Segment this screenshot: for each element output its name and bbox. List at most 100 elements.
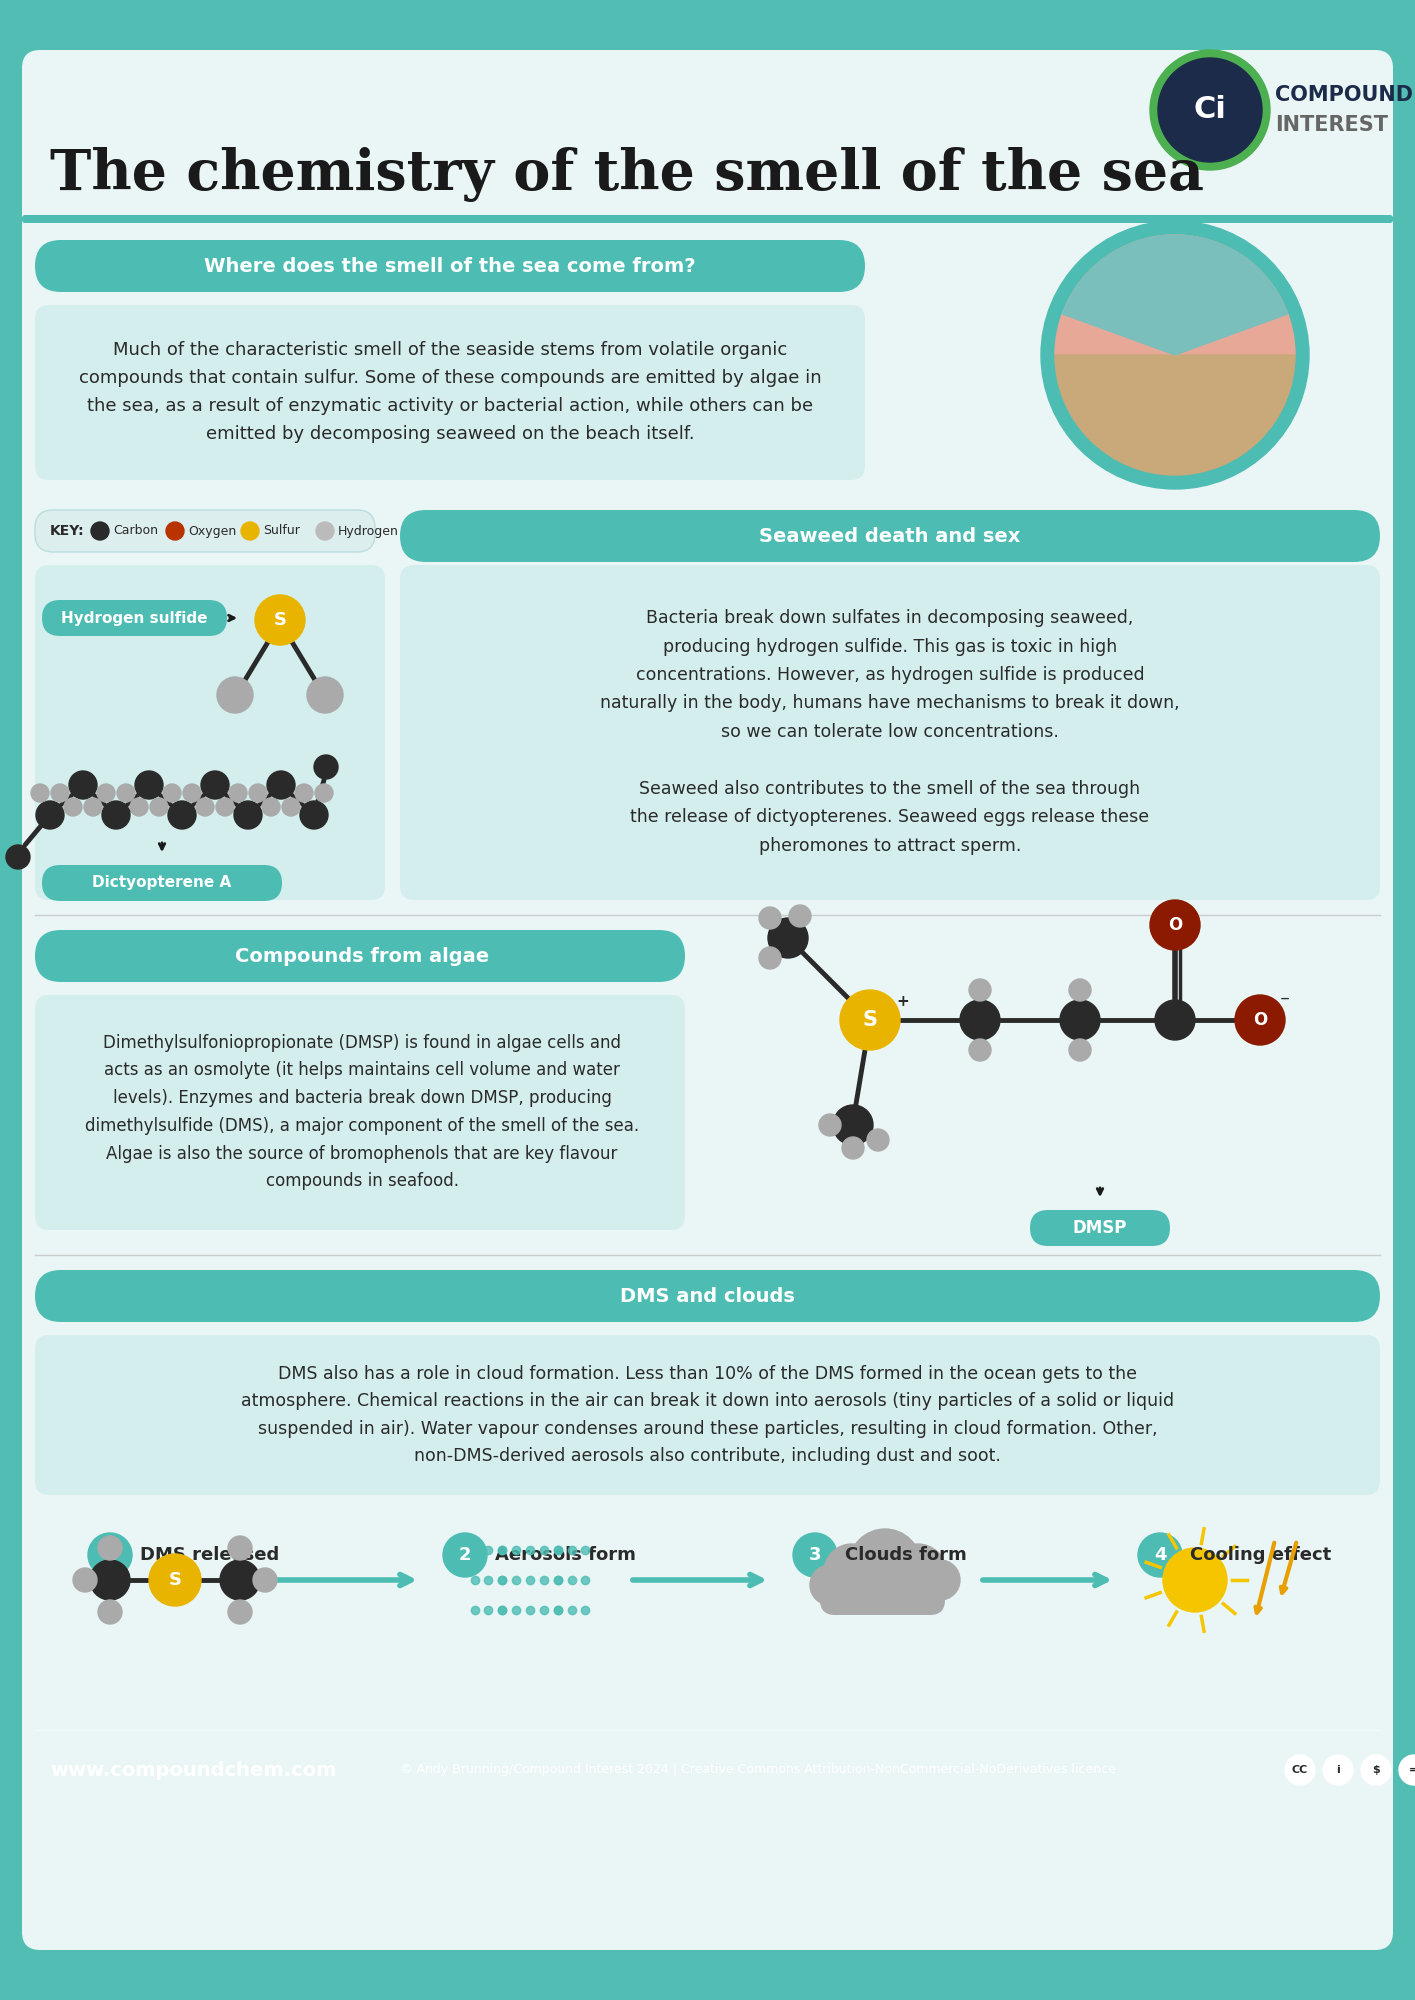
Circle shape (867, 1128, 889, 1152)
FancyBboxPatch shape (35, 564, 385, 900)
Wedge shape (1056, 234, 1295, 356)
Circle shape (229, 784, 248, 802)
FancyBboxPatch shape (35, 304, 865, 480)
Circle shape (282, 798, 300, 816)
FancyBboxPatch shape (35, 1336, 1380, 1496)
Circle shape (300, 800, 328, 828)
Circle shape (969, 978, 990, 1000)
Text: Aerosols form: Aerosols form (495, 1546, 635, 1564)
Circle shape (88, 1532, 132, 1576)
Text: Hydrogen: Hydrogen (338, 524, 399, 538)
Circle shape (824, 1544, 880, 1600)
Circle shape (267, 770, 294, 798)
Text: www.compoundchem.com: www.compoundchem.com (50, 1760, 337, 1780)
Circle shape (1068, 1040, 1091, 1060)
Circle shape (219, 1560, 260, 1600)
Text: DMS released: DMS released (140, 1546, 279, 1564)
Text: S: S (168, 1572, 181, 1588)
Text: i: i (1336, 1764, 1340, 1776)
Circle shape (98, 1536, 122, 1560)
Circle shape (1041, 220, 1309, 488)
Text: INTEREST: INTEREST (1275, 114, 1388, 136)
Text: Clouds form: Clouds form (845, 1546, 966, 1564)
Circle shape (74, 1568, 98, 1592)
Circle shape (809, 1564, 850, 1604)
Circle shape (316, 784, 333, 802)
Text: Much of the characteristic smell of the seaside stems from volatile organic
comp: Much of the characteristic smell of the … (79, 342, 821, 442)
Circle shape (130, 798, 149, 816)
FancyBboxPatch shape (42, 600, 226, 636)
Circle shape (163, 784, 181, 802)
Circle shape (1138, 1532, 1182, 1576)
Circle shape (241, 522, 259, 540)
Circle shape (166, 522, 184, 540)
Circle shape (183, 784, 201, 802)
Text: +: + (896, 994, 908, 1010)
Circle shape (841, 990, 900, 1050)
Circle shape (790, 904, 811, 928)
Circle shape (758, 908, 781, 928)
Text: ⁻: ⁻ (1281, 992, 1290, 1012)
Circle shape (792, 1532, 838, 1576)
Text: S: S (273, 612, 286, 628)
Circle shape (314, 754, 338, 778)
Circle shape (228, 1600, 252, 1624)
Text: The chemistry of the smell of the sea: The chemistry of the smell of the sea (50, 148, 1204, 202)
Circle shape (1235, 994, 1285, 1044)
Text: Ci: Ci (1194, 96, 1227, 124)
Circle shape (149, 1554, 201, 1606)
Circle shape (959, 1000, 1000, 1040)
Text: 3: 3 (809, 1546, 821, 1564)
FancyBboxPatch shape (35, 930, 685, 982)
Text: Cooling effect: Cooling effect (1190, 1546, 1332, 1564)
Circle shape (307, 676, 342, 714)
FancyBboxPatch shape (400, 564, 1380, 900)
Text: DMSP: DMSP (1073, 1218, 1128, 1236)
Circle shape (69, 770, 98, 798)
Circle shape (1163, 1548, 1227, 1612)
Circle shape (168, 800, 197, 828)
Wedge shape (1063, 234, 1288, 356)
FancyBboxPatch shape (400, 510, 1380, 562)
Circle shape (249, 784, 267, 802)
Circle shape (920, 1560, 959, 1600)
Circle shape (768, 918, 808, 958)
Circle shape (117, 784, 134, 802)
Circle shape (6, 844, 30, 868)
Circle shape (443, 1532, 487, 1576)
Circle shape (253, 1568, 277, 1592)
Circle shape (1157, 58, 1262, 162)
Text: S: S (863, 1010, 877, 1030)
Circle shape (262, 798, 280, 816)
Circle shape (1323, 1756, 1353, 1784)
Circle shape (316, 522, 334, 540)
Text: $: $ (1373, 1764, 1380, 1776)
Text: 4: 4 (1153, 1546, 1166, 1564)
FancyBboxPatch shape (1030, 1210, 1170, 1246)
FancyBboxPatch shape (35, 994, 685, 1230)
Circle shape (1060, 1000, 1099, 1040)
Text: Bacteria break down sulfates in decomposing seaweed,
producing hydrogen sulfide.: Bacteria break down sulfates in decompos… (600, 608, 1180, 856)
Circle shape (35, 800, 64, 828)
FancyBboxPatch shape (35, 240, 865, 292)
Circle shape (1150, 900, 1200, 950)
Circle shape (64, 798, 82, 816)
Text: =: = (1409, 1764, 1415, 1776)
Circle shape (849, 1528, 921, 1600)
FancyBboxPatch shape (23, 50, 1392, 1950)
Circle shape (1068, 978, 1091, 1000)
FancyBboxPatch shape (42, 864, 282, 900)
Circle shape (255, 596, 306, 644)
Circle shape (1155, 1000, 1196, 1040)
Circle shape (1150, 50, 1271, 170)
Text: KEY:: KEY: (50, 524, 85, 538)
Text: DMS and clouds: DMS and clouds (620, 1286, 795, 1306)
Circle shape (842, 1136, 865, 1160)
Circle shape (758, 948, 781, 970)
Circle shape (201, 770, 229, 798)
Text: DMS also has a role in cloud formation. Less than 10% of the DMS formed in the o: DMS also has a role in cloud formation. … (241, 1366, 1174, 1464)
Circle shape (91, 522, 109, 540)
Circle shape (197, 798, 214, 816)
Text: Sulfur: Sulfur (263, 524, 300, 538)
Text: 1: 1 (103, 1546, 116, 1564)
